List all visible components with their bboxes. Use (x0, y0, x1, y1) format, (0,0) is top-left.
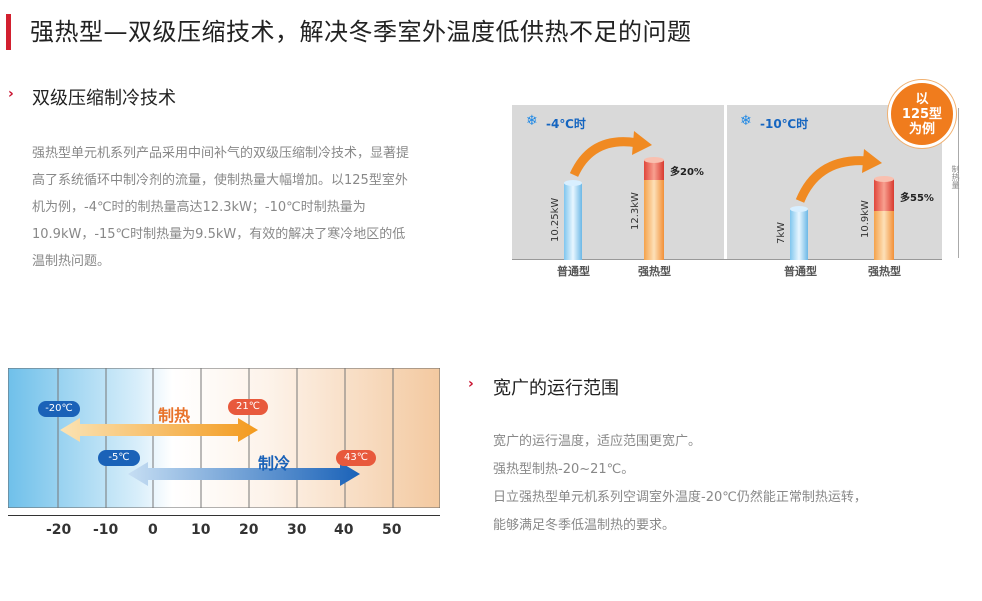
bar-strong-minus4 (644, 160, 664, 260)
bar-top (564, 180, 582, 186)
paragraph-line: 宽广的运行温度，适应范围更宽广。 (493, 434, 702, 449)
comparison-bars-svg (564, 131, 894, 260)
bar-value-label: 7kW (776, 221, 787, 244)
snowflake-icon: ❄ (740, 113, 752, 129)
paragraph-line: 强热型制热-20~21℃。 (493, 462, 635, 477)
increase-arrowhead (862, 149, 882, 173)
axis-tick: 50 (382, 522, 402, 538)
panel-condition-label: -10℃时 (760, 117, 809, 131)
bar-strong-increase (874, 179, 894, 211)
side-axis-label: 制热量 (951, 165, 960, 189)
increase-arrow (569, 137, 639, 177)
badge-line: 为例 (908, 121, 935, 137)
bar-top (874, 176, 894, 182)
range-chart-svg (8, 368, 440, 508)
range-background (8, 368, 440, 508)
bar-caption: 强热型 (638, 265, 671, 278)
bar-normal-minus4 (564, 183, 582, 260)
section-arrow-icon: › (8, 86, 14, 102)
model-badge: 以 125型 为例 (888, 80, 956, 148)
paragraph-line: 日立强热型单元机系列空调室外温度-20℃仍然能正常制热运转， (493, 490, 867, 505)
axis-tick: -20 (46, 522, 72, 538)
paragraph-line: 能够满足冬季低温制热的要求。 (493, 518, 676, 533)
side-scale-line (958, 108, 959, 258)
snowflake-icon: ❄ (526, 113, 538, 129)
badge-line: 以 (915, 91, 929, 107)
panel-condition-label: -4℃时 (546, 117, 586, 131)
section-title-compression: 双级压缩制冷技术 (32, 88, 176, 109)
paragraph-line: 高了系统循环中制冷剂的流量，使制热量大幅增加。以125型室外 (32, 173, 408, 188)
axis-tick: 20 (239, 522, 259, 538)
bar-value-label: 12.3kW (630, 192, 641, 230)
paragraph-line: 机为例，-4℃时的制热量高达12.3kW；-10℃时制热量为 (32, 200, 366, 215)
axis-tick: 10 (191, 522, 211, 538)
bar-value-label: 10.25kW (550, 197, 561, 242)
paragraph-line: 10.9kW，-15℃时制热量为9.5kW，有效的解决了寒冷地区的低 (32, 227, 406, 242)
section-arrow-icon: › (468, 376, 474, 392)
axis-tick: 30 (287, 522, 307, 538)
grid-lines (57, 368, 394, 508)
heating-min-pill: -20℃ (38, 401, 80, 417)
bar-normal-minus10 (790, 209, 808, 260)
heating-range-arrow (60, 418, 258, 442)
comparison-panel-minus4 (512, 105, 724, 260)
section-paragraph-range: 宽广的运行温度，适应范围更宽广。 强热型制热-20~21℃。 日立强热型单元机系… (493, 428, 963, 540)
title-accent-bar (6, 14, 11, 50)
axis-tick: 0 (148, 522, 158, 538)
bar-caption: 普通型 (557, 265, 590, 278)
paragraph-line: 温制热问题。 (32, 254, 111, 269)
page-title: 强热型—双级压缩技术，解决冬季室外温度低供热不足的问题 (30, 18, 692, 46)
increase-arrowhead (632, 131, 652, 155)
section-paragraph-compression: 强热型单元机系列产品采用中间补气的双级压缩制冷技术，显著提 高了系统循环中制冷剂… (32, 140, 482, 275)
bar-top (644, 157, 664, 163)
bar-caption: 强热型 (868, 265, 901, 278)
cooling-range-arrow (128, 462, 360, 486)
heating-label: 制热 (158, 406, 191, 425)
increase-percent: 多20% (670, 167, 704, 178)
increase-percent: 多55% (900, 193, 934, 204)
badge-line: 125型 (901, 106, 943, 122)
baseline (512, 259, 942, 260)
increase-arrow (795, 156, 869, 203)
bar-strong-increase (644, 160, 664, 180)
cooling-min-pill: -5℃ (98, 450, 140, 466)
axis-tick: 40 (334, 522, 354, 538)
axis-line (8, 515, 440, 516)
section-title-range: 宽广的运行范围 (493, 378, 619, 399)
cooling-max-pill: 43℃ (336, 450, 376, 466)
bar-caption: 普通型 (784, 265, 817, 278)
cooling-label: 制冷 (258, 454, 291, 473)
axis-tick: -10 (93, 522, 119, 538)
bar-value-label: 10.9kW (860, 200, 871, 238)
paragraph-line: 强热型单元机系列产品采用中间补气的双级压缩制冷技术，显著提 (32, 146, 410, 161)
bar-top (790, 206, 808, 212)
heating-max-pill: 21℃ (228, 399, 268, 415)
